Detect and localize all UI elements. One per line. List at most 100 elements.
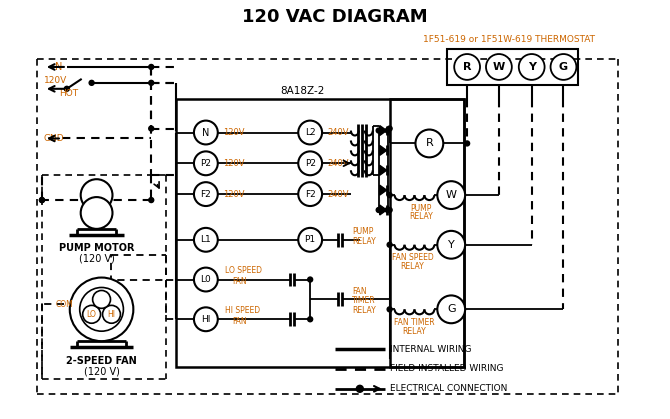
Circle shape <box>464 141 470 146</box>
Text: 120V: 120V <box>44 76 67 85</box>
Text: F2: F2 <box>200 190 211 199</box>
Text: RELAY: RELAY <box>401 262 424 271</box>
Polygon shape <box>380 205 387 215</box>
Text: (120 V): (120 V) <box>84 367 119 377</box>
Text: FAN: FAN <box>232 317 247 326</box>
Polygon shape <box>380 145 387 155</box>
Polygon shape <box>380 126 387 135</box>
Text: W: W <box>446 190 457 200</box>
Bar <box>176 99 464 367</box>
Circle shape <box>438 181 465 209</box>
Text: (120 V): (120 V) <box>78 253 115 264</box>
Circle shape <box>356 385 363 392</box>
Circle shape <box>454 54 480 80</box>
Text: P1: P1 <box>305 235 316 244</box>
Text: RELAY: RELAY <box>352 306 376 315</box>
Circle shape <box>92 290 111 308</box>
Text: 1F51-619 or 1F51W-619 THERMOSTAT: 1F51-619 or 1F51W-619 THERMOSTAT <box>423 35 595 44</box>
Text: L2: L2 <box>305 128 316 137</box>
Circle shape <box>194 151 218 175</box>
Text: 8A18Z-2: 8A18Z-2 <box>280 86 325 96</box>
Text: ELECTRICAL CONNECTION: ELECTRICAL CONNECTION <box>390 384 507 393</box>
Circle shape <box>194 228 218 252</box>
Text: 120V: 120V <box>222 159 245 168</box>
Text: L0: L0 <box>200 275 211 284</box>
Circle shape <box>149 126 153 131</box>
Text: LO SPEED: LO SPEED <box>224 266 262 275</box>
Circle shape <box>194 308 218 331</box>
Text: HI SPEED: HI SPEED <box>224 306 260 315</box>
Text: F2: F2 <box>305 190 316 199</box>
Text: R: R <box>463 62 472 72</box>
Text: RELAY: RELAY <box>409 212 433 222</box>
Circle shape <box>308 317 313 322</box>
Text: G: G <box>559 62 568 72</box>
Polygon shape <box>380 165 387 175</box>
Bar <box>448 49 578 85</box>
Circle shape <box>387 207 392 212</box>
Text: 240V: 240V <box>327 159 348 168</box>
Circle shape <box>89 80 94 85</box>
Circle shape <box>40 198 44 202</box>
Circle shape <box>385 128 390 133</box>
Circle shape <box>80 179 113 211</box>
Circle shape <box>385 207 390 212</box>
Text: G: G <box>447 304 456 314</box>
Text: FAN: FAN <box>352 287 366 296</box>
Text: 240V: 240V <box>327 128 348 137</box>
Text: INTERNAL WIRING: INTERNAL WIRING <box>390 344 471 354</box>
Circle shape <box>149 198 153 202</box>
Circle shape <box>194 268 218 292</box>
Circle shape <box>149 80 153 85</box>
Circle shape <box>64 86 69 91</box>
Circle shape <box>80 287 123 331</box>
Circle shape <box>377 128 381 133</box>
Circle shape <box>387 307 392 312</box>
Text: FAN: FAN <box>232 277 247 286</box>
Text: FAN TIMER: FAN TIMER <box>394 318 435 327</box>
Text: P2: P2 <box>200 159 211 168</box>
Text: 240V: 240V <box>327 190 348 199</box>
Circle shape <box>194 182 218 206</box>
Circle shape <box>298 228 322 252</box>
Circle shape <box>40 198 44 202</box>
Circle shape <box>82 305 100 323</box>
Circle shape <box>551 54 576 80</box>
Text: COM: COM <box>56 300 74 309</box>
Text: R: R <box>425 138 433 148</box>
Circle shape <box>486 54 512 80</box>
Text: HI: HI <box>107 310 115 319</box>
Text: RELAY: RELAY <box>352 237 376 246</box>
Text: PUMP: PUMP <box>352 228 373 236</box>
Circle shape <box>80 197 113 229</box>
Circle shape <box>519 54 545 80</box>
Text: GND: GND <box>44 134 64 143</box>
Circle shape <box>387 193 392 198</box>
Circle shape <box>298 121 322 145</box>
Text: 2-SPEED FAN: 2-SPEED FAN <box>66 356 137 366</box>
Text: Y: Y <box>528 62 536 72</box>
Circle shape <box>298 182 322 206</box>
Bar <box>390 99 464 367</box>
Text: 120 VAC DIAGRAM: 120 VAC DIAGRAM <box>242 8 428 26</box>
Circle shape <box>298 151 322 175</box>
Circle shape <box>308 277 313 282</box>
Circle shape <box>103 305 121 323</box>
Circle shape <box>438 231 465 259</box>
Text: HI: HI <box>201 315 210 324</box>
Text: N: N <box>202 127 210 137</box>
Circle shape <box>438 295 465 323</box>
Circle shape <box>387 242 392 247</box>
Text: LO: LO <box>86 310 96 319</box>
Text: L1: L1 <box>200 235 211 244</box>
Circle shape <box>377 207 381 212</box>
Text: 120V: 120V <box>222 128 245 137</box>
Text: N: N <box>55 62 62 72</box>
Circle shape <box>387 126 392 131</box>
Circle shape <box>149 65 153 70</box>
Text: Y: Y <box>448 240 455 250</box>
Circle shape <box>194 121 218 145</box>
Polygon shape <box>380 185 387 195</box>
Text: PUMP MOTOR: PUMP MOTOR <box>59 243 135 253</box>
Text: RELAY: RELAY <box>403 327 426 336</box>
